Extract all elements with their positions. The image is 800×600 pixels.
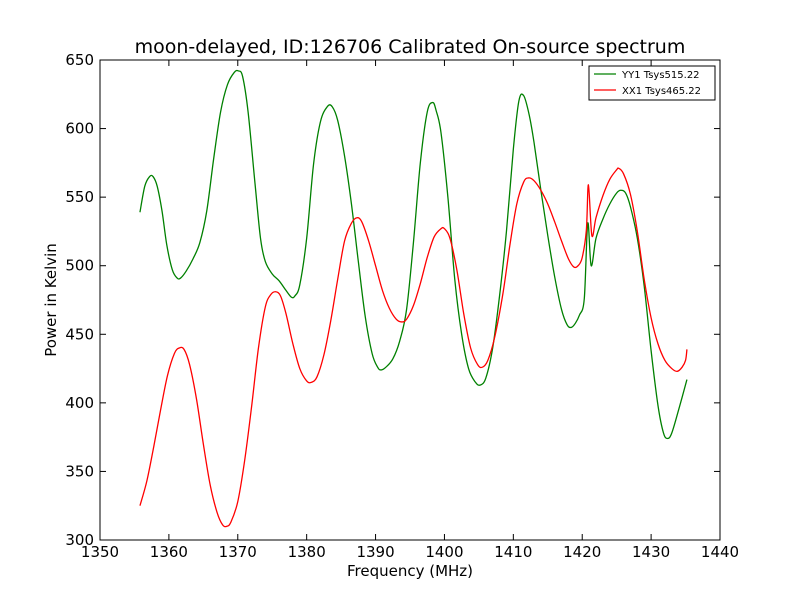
axis-ticks <box>99 59 721 541</box>
x-tick-label: 1390 <box>356 543 394 561</box>
series-line-yy1 <box>139 69 688 440</box>
legend-label-yy1: YY1 Tsys515.22 <box>621 70 700 81</box>
y-tick-label: 600 <box>65 120 94 138</box>
series-line-xx1 <box>139 167 688 528</box>
y-tick-label: 300 <box>65 531 94 549</box>
legend: YY1 Tsys515.22 XX1 Tsys465.22 <box>588 65 716 101</box>
x-tick-label: 1440 <box>701 543 739 561</box>
y-tick-label: 450 <box>65 325 94 343</box>
x-axis-label: Frequency (MHz) <box>347 562 473 580</box>
y-axis-label: Power in Kelvin <box>42 243 60 357</box>
axis-tick-labels: 1350 1360 1370 1380 1390 1400 1410 1420 1430 1440… <box>65 51 739 561</box>
legend-box <box>588 65 716 101</box>
y-tick-label: 650 <box>65 51 94 69</box>
x-tick-label: 1410 <box>494 543 532 561</box>
x-tick-label: 1430 <box>632 543 670 561</box>
chart-title: moon-delayed, ID:126706 Calibrated On-so… <box>135 36 686 58</box>
x-tick-label: 1370 <box>219 543 257 561</box>
plot-area <box>99 59 721 541</box>
y-tick-label: 400 <box>65 394 94 412</box>
x-tick-label: 1350 <box>81 543 119 561</box>
x-tick-label: 1360 <box>150 543 188 561</box>
y-tick-label: 550 <box>65 188 94 206</box>
series-layer <box>139 69 688 528</box>
y-tick-label: 350 <box>65 462 94 480</box>
x-tick-label: 1400 <box>425 543 463 561</box>
y-tick-label: 500 <box>65 257 94 275</box>
x-tick-label: 1420 <box>563 543 601 561</box>
legend-label-xx1: XX1 Tsys465.22 <box>622 86 701 97</box>
x-tick-label: 1380 <box>288 543 326 561</box>
